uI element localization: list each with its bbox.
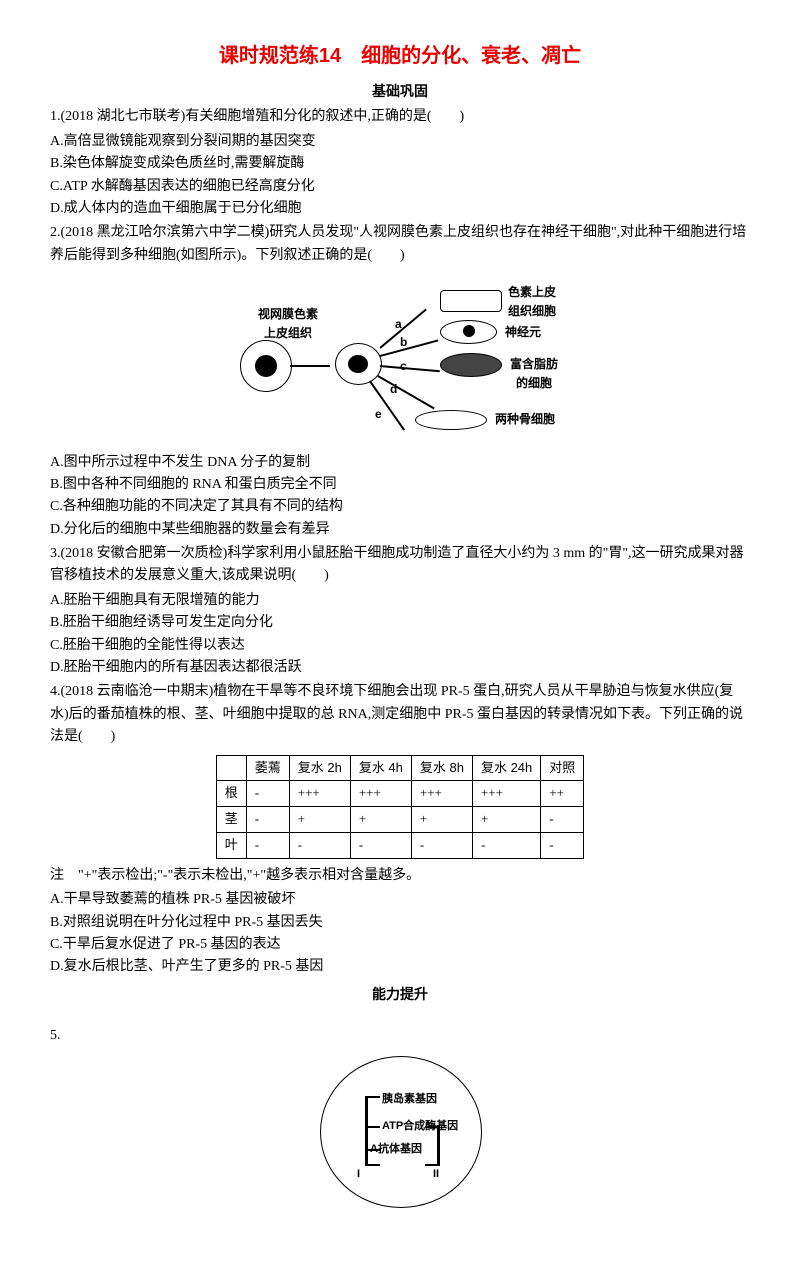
table-cell: +++	[350, 781, 411, 807]
table-cell: 根	[216, 781, 246, 807]
d1-e: e	[375, 405, 382, 424]
table-row: 叶------	[216, 832, 584, 858]
q1-d: D.成人体内的造血干细胞属于已分化细胞	[50, 198, 750, 220]
q3-c: C.胚胎干细胞的全能性得以表达	[50, 635, 750, 657]
section-advance: 能力提升	[50, 983, 750, 1005]
q3-a: A.胚胎干细胞具有无限增殖的能力	[50, 590, 750, 612]
q2-a: A.图中所示过程中不发生 DNA 分子的复制	[50, 452, 750, 474]
table-cell: -	[350, 832, 411, 858]
q2-figure: 视网膜色素 上皮组织 a b c d e 色素上皮 组织细胞 神经元 富含脂肪的…	[50, 275, 750, 443]
d2-bot: A抗体基因	[370, 1141, 422, 1159]
table-header: 复水 2h	[289, 755, 350, 781]
table-cell: -	[246, 807, 289, 833]
table-cell: +++	[289, 781, 350, 807]
d1-d: d	[390, 380, 397, 399]
table-header: 复水 24h	[472, 755, 540, 781]
q4-note: 注 "+"表示检出;"-"表示未检出,"+"越多表示相对含量越多。	[50, 865, 750, 887]
q1-b: B.染色体解旋变成染色质丝时,需要解旋酶	[50, 153, 750, 175]
q1-a: A.高倍显微镜能观察到分裂间期的基因突变	[50, 131, 750, 153]
table-cell: 叶	[216, 832, 246, 858]
q1-c: C.ATP 水解酶基因表达的细胞已经高度分化	[50, 176, 750, 198]
table-cell: +++	[411, 781, 472, 807]
q1-stem: 1.(2018 湖北七市联考)有关细胞增殖和分化的叙述中,正确的是( )	[50, 106, 750, 128]
q4-c: C.干旱后复水促进了 PR-5 基因的表达	[50, 934, 750, 956]
table-cell: +	[411, 807, 472, 833]
table-header: 复水 8h	[411, 755, 472, 781]
table-header: 复水 4h	[350, 755, 411, 781]
d1-b: b	[400, 333, 407, 352]
d2-mid: ATP合成酶基因	[382, 1118, 458, 1136]
d1-fat: 富含脂肪的细胞	[508, 355, 560, 393]
table-cell: +++	[472, 781, 540, 807]
q4-stem: 4.(2018 云南临沧一中期末)植物在干旱等不良环境下细胞会出现 PR-5 蛋…	[50, 681, 750, 748]
table-row: 茎-++++-	[216, 807, 584, 833]
table-cell: -	[246, 781, 289, 807]
d1-c: c	[400, 357, 407, 376]
table-cell: -	[541, 807, 584, 833]
table-header: 对照	[541, 755, 584, 781]
q4-d: D.复水后根比茎、叶产生了更多的 PR-5 基因	[50, 956, 750, 978]
table-cell: -	[472, 832, 540, 858]
q4-table: 萎蔫复水 2h复水 4h复水 8h复水 24h对照 根-++++++++++++…	[216, 755, 585, 859]
section-basics: 基础巩固	[50, 80, 750, 102]
q2-b: B.图中各种不同细胞的 RNA 和蛋白质完全不同	[50, 474, 750, 496]
q5-stem: 5.	[50, 1025, 750, 1047]
d1-top-right: 色素上皮 组织细胞	[508, 283, 556, 321]
table-cell: 茎	[216, 807, 246, 833]
d1-a: a	[395, 315, 402, 334]
d2-II: II	[433, 1166, 439, 1184]
table-cell: ++	[541, 781, 584, 807]
q3-d: D.胚胎干细胞内的所有基因表达都很活跃	[50, 657, 750, 679]
table-cell: +	[472, 807, 540, 833]
d1-left-label: 视网膜色素 上皮组织	[258, 305, 318, 343]
d1-neuron: 神经元	[505, 323, 541, 342]
q4-a: A.干旱导致萎蔫的植株 PR-5 基因被破坏	[50, 889, 750, 911]
table-row: 根-++++++++++++++	[216, 781, 584, 807]
table-cell: -	[411, 832, 472, 858]
q3-stem: 3.(2018 安徽合肥第一次质检)科学家利用小鼠胚胎干细胞成功制造了直径大小约…	[50, 543, 750, 588]
q2-stem: 2.(2018 黑龙江哈尔滨第六中学二模)研究人员发现"人视网膜色素上皮组织也存…	[50, 222, 750, 267]
table-cell: -	[541, 832, 584, 858]
q4-b: B.对照组说明在叶分化过程中 PR-5 基因丢失	[50, 912, 750, 934]
page-title: 课时规范练14 细胞的分化、衰老、凋亡	[50, 40, 750, 72]
q2-c: C.各种细胞功能的不同决定了其具有不同的结构	[50, 496, 750, 518]
d2-I: I	[357, 1166, 360, 1184]
table-header	[216, 755, 246, 781]
table-cell: +	[350, 807, 411, 833]
d2-top: 胰岛素基因	[382, 1091, 437, 1109]
q5-figure: 胰岛素基因 ATP合成酶基因 A抗体基因 I II	[50, 1056, 750, 1214]
d1-bone: 两种骨细胞	[495, 410, 555, 429]
table-cell: -	[289, 832, 350, 858]
q2-d: D.分化后的细胞中某些细胞器的数量会有差异	[50, 519, 750, 541]
q3-b: B.胚胎干细胞经诱导可发生定向分化	[50, 612, 750, 634]
table-cell: +	[289, 807, 350, 833]
table-header: 萎蔫	[246, 755, 289, 781]
table-cell: -	[246, 832, 289, 858]
